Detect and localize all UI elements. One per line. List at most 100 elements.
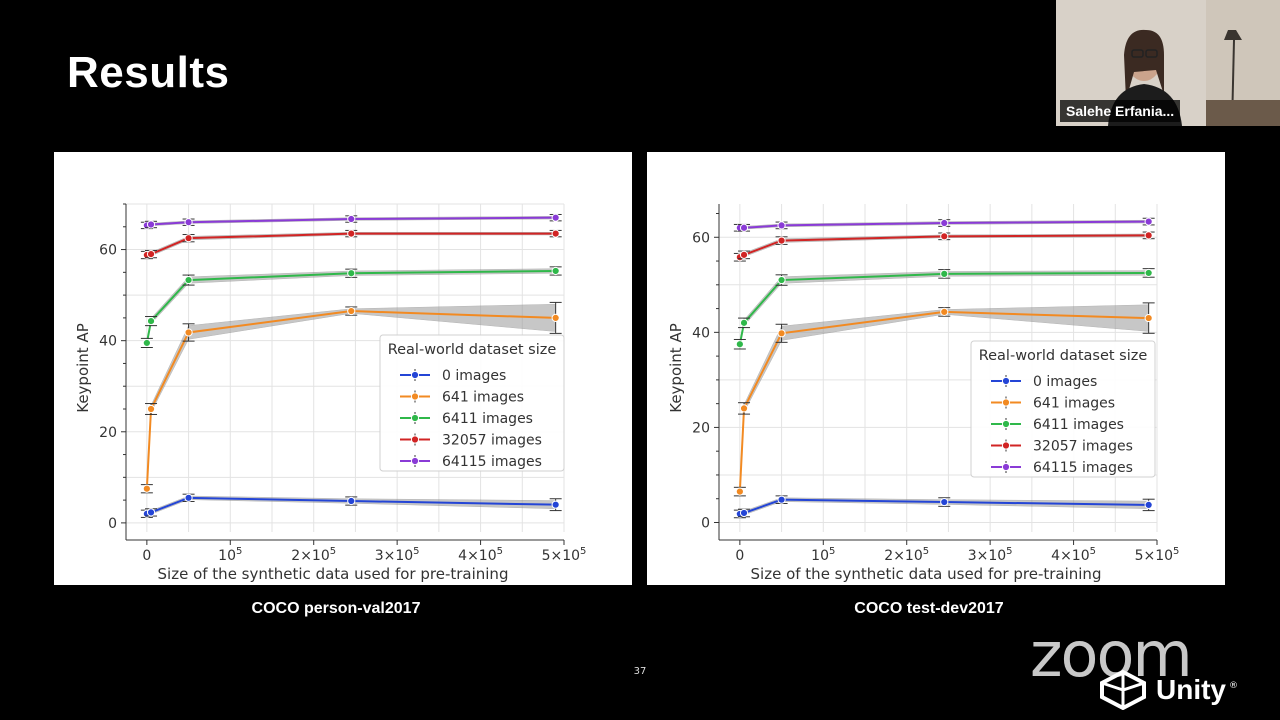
chart0-legend-label-64115-images: 64115 images bbox=[442, 454, 542, 470]
chart0-x-tick-label: 5×105 bbox=[542, 546, 587, 564]
participant-video-tile[interactable]: Salehe Erfania... bbox=[1056, 0, 1280, 126]
chart0-point-64115-images bbox=[551, 213, 560, 222]
chart-panel-right: 0 20 40 60 0 105 2×105 3×105 4×105 5×105 Size of t… bbox=[647, 152, 1225, 585]
chart1-point-32057-images bbox=[739, 250, 749, 259]
chart0-y-tick-label: 0 bbox=[108, 516, 117, 532]
chart1-point-0-images bbox=[1144, 500, 1153, 510]
chart0-point-641-images bbox=[142, 484, 151, 493]
chart1-point-64115-images bbox=[1144, 217, 1153, 226]
chart1-x-tick-label: 3×105 bbox=[968, 546, 1013, 564]
chart0-point-641-images bbox=[146, 404, 156, 414]
chart1-y-tick-label: 60 bbox=[692, 230, 710, 246]
chart0-legend-label-6411-images: 6411 images bbox=[442, 411, 533, 427]
chart1-legend-swatch-point bbox=[1001, 398, 1011, 407]
unity-cube-icon bbox=[1100, 670, 1146, 710]
chart0-legend-swatch-point bbox=[410, 413, 420, 423]
chart0-x-tick-label: 4×105 bbox=[458, 546, 503, 564]
chart0-point-32057-images bbox=[551, 229, 560, 238]
chart1-legend: Real-world dataset size 0 images 641 image… bbox=[970, 340, 1156, 478]
chart0-point-32057-images bbox=[146, 250, 156, 259]
chart0-point-0-images bbox=[184, 493, 193, 502]
chart1-series-6411-images bbox=[733, 268, 1155, 350]
chart1-point-641-images bbox=[777, 329, 786, 338]
chart1-point-6411-images bbox=[1144, 268, 1153, 278]
chart1-legend-swatch-point bbox=[1001, 441, 1011, 450]
chart0-legend-swatch-point bbox=[410, 370, 420, 380]
chart1-point-32057-images bbox=[1144, 231, 1153, 240]
chart1-series-0-images bbox=[733, 495, 1155, 519]
chart1-point-641-images bbox=[940, 307, 949, 317]
chart0-x-tick-label: 0 bbox=[142, 548, 151, 564]
chart0-point-6411-images bbox=[347, 269, 356, 278]
chart0-point-6411-images bbox=[184, 275, 193, 285]
keypoint-ap-chart-testdev2017: 0 20 40 60 0 105 2×105 3×105 4×105 5×105 Size of t… bbox=[667, 204, 1179, 583]
caption-right: COCO test-dev2017 bbox=[854, 600, 1004, 617]
chart0-legend-title: Real-world dataset size bbox=[388, 342, 557, 358]
chart1-legend-label-641-images: 641 images bbox=[1033, 396, 1115, 412]
chart-panel-left: 0 20 40 60 0 105 2×105 3×105 4×105 5×105 Size of t… bbox=[54, 152, 632, 585]
chart1-legend-swatch-point bbox=[1001, 419, 1011, 429]
unity-logo: Unity ® bbox=[1098, 670, 1238, 710]
chart0-legend-label-32057-images: 32057 images bbox=[442, 433, 542, 449]
unity-wordmark: Unity bbox=[1156, 674, 1226, 705]
chart0-legend-box bbox=[379, 334, 565, 472]
chart1-point-32057-images bbox=[940, 232, 949, 241]
chart0-y-tick-label: 60 bbox=[99, 243, 117, 259]
chart1-legend-title: Real-world dataset size bbox=[979, 348, 1148, 364]
chart1-y-tick-label: 40 bbox=[692, 325, 710, 341]
chart1-point-6411-images bbox=[735, 340, 744, 349]
chart0-point-6411-images bbox=[142, 338, 151, 348]
chart0-y-axis-label: Keypoint AP bbox=[74, 323, 92, 413]
chart1-legend-swatch-point bbox=[1001, 376, 1011, 386]
chart1-legend-label-64115-images: 64115 images bbox=[1033, 460, 1133, 476]
chart1-x-tick-label: 4×105 bbox=[1051, 546, 1096, 564]
participant-name-label: Salehe Erfania... bbox=[1060, 100, 1181, 122]
chart0-x-axis-label: Size of the synthetic data used for pre-… bbox=[158, 565, 509, 583]
chart0-point-641-images bbox=[347, 306, 356, 316]
chart1-grid bbox=[719, 204, 1158, 532]
chart1-point-0-images bbox=[777, 495, 786, 504]
chart0-series-641-images bbox=[140, 301, 562, 494]
chart1-legend-label-32057-images: 32057 images bbox=[1033, 439, 1133, 455]
chart1-point-64115-images bbox=[940, 218, 949, 228]
chart1-legend-label-6411-images: 6411 images bbox=[1033, 417, 1124, 433]
chart0-point-0-images bbox=[347, 496, 356, 506]
registered-mark: ® bbox=[1229, 681, 1238, 691]
chart0-point-6411-images bbox=[146, 316, 156, 326]
slide-title: Results bbox=[67, 48, 230, 97]
chart1-x-axis-label: Size of the synthetic data used for pre-… bbox=[751, 565, 1102, 583]
chart0-legend: Real-world dataset size 0 images 641 image… bbox=[379, 334, 565, 472]
chart1-point-641-images bbox=[1144, 313, 1153, 323]
chart1-series-32057-images bbox=[733, 231, 1155, 262]
chart1-series-641-images bbox=[733, 302, 1155, 497]
chart1-point-0-images bbox=[940, 497, 949, 507]
chart0-point-0-images bbox=[146, 508, 156, 517]
chart1-point-64115-images bbox=[777, 221, 786, 230]
chart1-point-64115-images bbox=[739, 223, 749, 232]
chart0-legend-label-641-images: 641 images bbox=[442, 390, 524, 406]
chart0-legend-label-0-images: 0 images bbox=[442, 368, 506, 384]
chart0-point-6411-images bbox=[551, 266, 560, 276]
chart0-point-64115-images bbox=[146, 220, 156, 229]
chart0-point-64115-images bbox=[184, 218, 193, 227]
chart0-x-tick-label: 105 bbox=[218, 546, 242, 564]
chart1-point-641-images bbox=[735, 487, 744, 496]
chart0-series-0-images bbox=[140, 493, 562, 518]
chart0-x-tick-label: 2×105 bbox=[291, 546, 336, 564]
chart0-series-64115-images bbox=[140, 213, 562, 230]
chart1-y-axis-label: Keypoint AP bbox=[667, 323, 685, 413]
chart1-legend-label-0-images: 0 images bbox=[1033, 374, 1097, 390]
chart0-legend-swatch-point bbox=[410, 435, 420, 444]
chart1-x-tick-label: 2×105 bbox=[884, 546, 929, 564]
chart0-legend-swatch-point bbox=[410, 456, 420, 466]
chart1-x-tick-label: 105 bbox=[811, 546, 835, 564]
chart0-series-32057-images bbox=[140, 229, 562, 260]
keypoint-ap-chart-val2017: 0 20 40 60 0 105 2×105 3×105 4×105 5×105 Size of t… bbox=[74, 203, 587, 583]
chart1-x-tick-label: 0 bbox=[735, 548, 744, 564]
chart1-legend-swatch-point bbox=[1001, 462, 1011, 472]
chart1-point-6411-images bbox=[940, 269, 949, 278]
chart0-point-0-images bbox=[551, 500, 560, 509]
chart1-y-tick-label: 0 bbox=[701, 515, 710, 531]
chart0-x-tick-label: 3×105 bbox=[375, 546, 420, 564]
chart0-point-32057-images bbox=[347, 229, 356, 238]
